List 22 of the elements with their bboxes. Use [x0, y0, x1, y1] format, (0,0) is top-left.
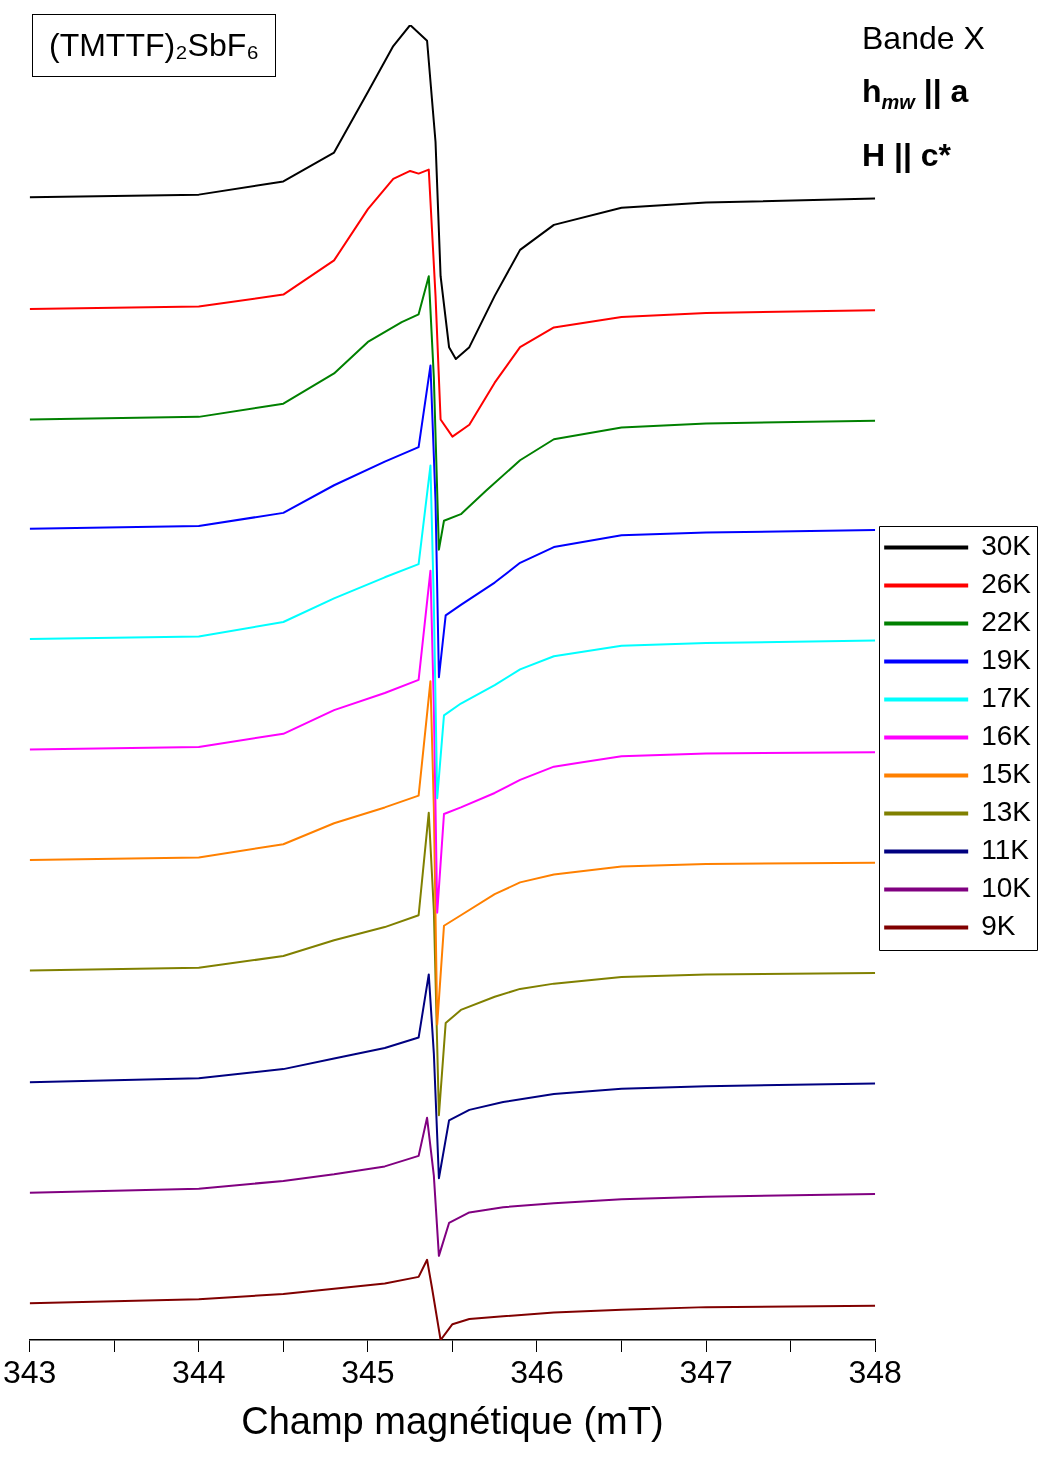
legend-label: 26K — [981, 568, 1032, 600]
legend-label: 16K — [981, 720, 1032, 752]
annotation: H || c* — [862, 136, 953, 176]
legend-label: 15K — [981, 758, 1032, 790]
x-axis-title: Champ magnétique (mT) — [241, 1399, 664, 1442]
annotation: Bande X — [862, 19, 985, 58]
x-tick-label: 343 — [3, 1354, 57, 1391]
legend-label: 13K — [981, 796, 1032, 828]
annotation: h$_{mw}$ || a — [862, 72, 970, 116]
x-tick-label: 347 — [679, 1354, 733, 1391]
legend-label: 17K — [981, 682, 1032, 714]
legend-label: 22K — [981, 606, 1032, 638]
x-tick-label: 345 — [341, 1354, 395, 1391]
legend-label: 9K — [981, 910, 1016, 942]
chart-title: (TMTTF)₂SbF₆ — [32, 14, 277, 77]
legend-label: 30K — [981, 530, 1032, 562]
x-tick-label: 348 — [848, 1354, 902, 1391]
legend-label: 11K — [981, 834, 1030, 866]
legend-label: 10K — [981, 872, 1032, 904]
legend-label: 19K — [981, 644, 1032, 676]
x-tick-label: 344 — [172, 1354, 226, 1391]
x-tick-label: 346 — [510, 1354, 564, 1391]
